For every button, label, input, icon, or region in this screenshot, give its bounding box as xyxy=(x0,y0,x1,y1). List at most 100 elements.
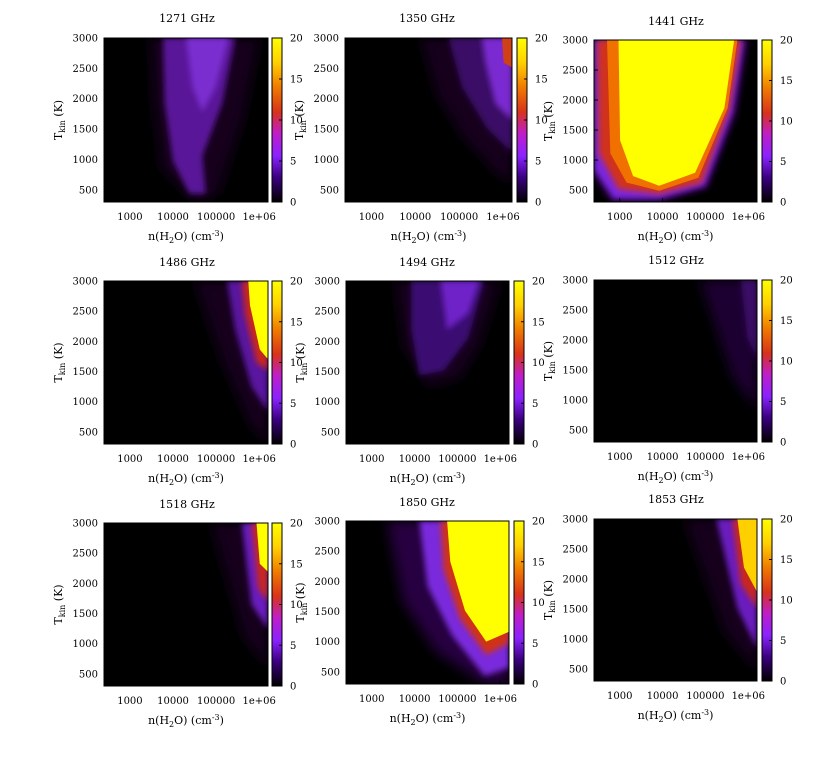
colorbar-tick-label: 0 xyxy=(532,440,538,451)
y-tick-label: 2500 xyxy=(73,307,98,318)
x-tick-label: 1e+06 xyxy=(243,696,276,707)
y-tick-label: 500 xyxy=(320,185,339,196)
heatmap-emission-region xyxy=(386,521,509,684)
heatmap-panel: 1271 GHz 500 1000 1500 2000 2500 3000 1000 10000… xyxy=(52,12,303,245)
x-tick-label: 10000 xyxy=(157,454,189,465)
x-tick-label: 1e+06 xyxy=(243,454,276,465)
heatmap-contour xyxy=(618,40,735,186)
y-tick-label: 500 xyxy=(79,669,98,680)
colorbar-tick-label: 20 xyxy=(290,277,303,288)
plot-frame xyxy=(103,37,269,203)
colorbar-tick-label: 15 xyxy=(535,75,548,86)
panel-title: 1350 GHz xyxy=(399,12,455,25)
x-tick-label: 100000 xyxy=(438,694,476,705)
colorbar-tick-label: 0 xyxy=(532,680,538,691)
y-axis-label: Tkin (K) xyxy=(52,584,67,624)
plot-frame xyxy=(344,37,513,203)
colorbar-tick-label: 10 xyxy=(532,598,545,609)
colorbar-tick-label: 0 xyxy=(780,198,786,209)
heatmap-emission-region xyxy=(683,519,757,673)
y-axis-label: Tkin (K) xyxy=(542,580,557,620)
heatmap-emission-region xyxy=(210,523,268,670)
x-tick-label: 1000 xyxy=(607,212,632,223)
x-tick-label: 100000 xyxy=(197,212,235,223)
x-tick-label: 1e+06 xyxy=(243,212,276,223)
y-tick-label: 500 xyxy=(79,427,98,438)
heatmap-contour xyxy=(248,281,268,360)
heatmap-contour xyxy=(737,519,757,592)
colorbar-tick-label: 10 xyxy=(290,116,303,127)
y-tick-label: 1000 xyxy=(73,397,98,408)
colorbar-tick-label: 10 xyxy=(532,358,545,369)
y-axis-label: Tkin (K) xyxy=(294,342,309,382)
heatmap-panel: 1850 GHz 500 1000 1500 2000 2500 3000 1000 10000… xyxy=(294,496,545,727)
plot-frame xyxy=(593,518,758,682)
y-tick-label: 3000 xyxy=(315,277,340,288)
colorbar-tick-label: 20 xyxy=(780,515,793,526)
colorbar-tick-label: 20 xyxy=(532,517,545,528)
x-tick-label: 10000 xyxy=(647,691,679,702)
heatmap-contour xyxy=(502,38,512,68)
y-tick-label: 3000 xyxy=(563,515,588,526)
x-tick-label: 100000 xyxy=(686,452,724,463)
y-tick-label: 2000 xyxy=(315,577,340,588)
colorbar-tick-label: 10 xyxy=(780,117,793,128)
y-tick-label: 2000 xyxy=(563,575,588,586)
colorbar-tick-label: 10 xyxy=(780,357,793,368)
x-tick-label: 10000 xyxy=(157,212,189,223)
y-tick-label: 3000 xyxy=(314,34,339,45)
y-tick-label: 1000 xyxy=(563,156,588,167)
colorbar-tick-label: 20 xyxy=(290,519,303,530)
y-tick-label: 1000 xyxy=(315,637,340,648)
heatmap-emission-region xyxy=(594,40,749,202)
x-tick-label: 1000 xyxy=(359,694,384,705)
y-tick-label: 2500 xyxy=(314,64,339,75)
heatmap-panel: 1486 GHz 500 1000 1500 2000 2500 3000 1000 10000… xyxy=(52,256,303,487)
plot-frame xyxy=(345,520,510,685)
y-tick-label: 1500 xyxy=(73,367,98,378)
heatmap-contour xyxy=(700,280,757,410)
panel-title: 1494 GHz xyxy=(399,256,455,269)
colorbar-tick-label: 5 xyxy=(780,636,786,647)
colorbar-tick-label: 20 xyxy=(290,34,303,45)
y-tick-label: 1000 xyxy=(563,635,588,646)
x-tick-label: 1000 xyxy=(607,452,632,463)
y-tick-label: 1500 xyxy=(315,607,340,618)
x-tick-label: 100000 xyxy=(440,212,478,223)
colorbar-tick-label: 5 xyxy=(290,641,296,652)
y-tick-label: 1500 xyxy=(563,366,588,377)
x-tick-label: 1000 xyxy=(117,454,142,465)
y-tick-label: 3000 xyxy=(73,519,98,530)
colorbar-tick-label: 10 xyxy=(290,600,303,611)
colorbar-tick-label: 5 xyxy=(532,639,538,650)
panel-title: 1512 GHz xyxy=(648,254,704,267)
y-axis-label: Tkin (K) xyxy=(52,342,67,382)
x-tick-label: 10000 xyxy=(399,694,431,705)
panel-title: 1518 GHz xyxy=(159,498,215,511)
colorbar-tick-label: 10 xyxy=(780,596,793,607)
colorbar-tick-label: 15 xyxy=(780,316,793,327)
y-tick-label: 2000 xyxy=(563,96,588,107)
x-tick-label: 10000 xyxy=(157,696,189,707)
x-tick-label: 10000 xyxy=(399,212,431,223)
heatmap-panel: 1518 GHz 500 1000 1500 2000 2500 3000 1000 10000… xyxy=(52,498,303,729)
x-tick-label: 1e+06 xyxy=(732,212,765,223)
colorbar-tick-label: 0 xyxy=(290,682,296,693)
colorbar-tick-label: 5 xyxy=(290,157,296,168)
panel-title: 1271 GHz xyxy=(159,12,215,25)
plot-frame xyxy=(103,280,269,445)
y-tick-label: 500 xyxy=(569,665,588,676)
x-axis-label: n(H2O) (cm-3) xyxy=(148,471,224,487)
x-tick-label: 100000 xyxy=(197,454,235,465)
y-tick-label: 2000 xyxy=(563,336,588,347)
colorbar-tick-label: 15 xyxy=(780,76,793,87)
y-tick-label: 1000 xyxy=(315,397,340,408)
colorbar-tick-label: 10 xyxy=(290,358,303,369)
x-axis-label: n(H2O) (cm-3) xyxy=(638,469,714,485)
heatmap-panel: 1512 GHz 500 1000 1500 2000 2500 3000 1000 10000… xyxy=(542,254,793,485)
panel-title: 1486 GHz xyxy=(159,256,215,269)
x-axis-label: n(H2O) (cm-3) xyxy=(638,229,714,245)
y-tick-label: 3000 xyxy=(73,277,98,288)
y-axis-label: Tkin (K) xyxy=(294,582,309,622)
